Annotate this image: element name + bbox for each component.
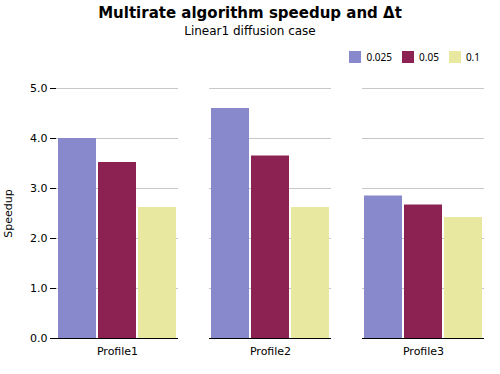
html-text:Multirate algorithm speedup an: Multirate algorithm speedup and Δt bbox=[98, 4, 402, 22]
svg-text:Profile1: Profile1 bbox=[97, 345, 138, 358]
html-text:Linear1 diffusion case: Linear1 diffusion case bbox=[184, 24, 316, 38]
svg-text:5.0: 5.0 bbox=[30, 82, 48, 95]
svg-text:4.0: 4.0 bbox=[30, 132, 48, 145]
svg-text:0.0: 0.0 bbox=[30, 332, 48, 345]
svg-text:2.0: 2.0 bbox=[30, 232, 48, 245]
svg-text:Speedup: Speedup bbox=[2, 189, 15, 237]
svg-text:1.0: 1.0 bbox=[30, 282, 48, 295]
html-text:0.05: 0.05 bbox=[419, 49, 439, 64]
svg-text:3.0: 3.0 bbox=[30, 182, 48, 195]
html-text:0.025: 0.025 bbox=[366, 49, 392, 64]
html-text:0.1: 0.1 bbox=[465, 49, 480, 64]
svg-text:Profile2: Profile2 bbox=[250, 345, 291, 358]
svg-text:Profile3: Profile3 bbox=[403, 345, 444, 358]
